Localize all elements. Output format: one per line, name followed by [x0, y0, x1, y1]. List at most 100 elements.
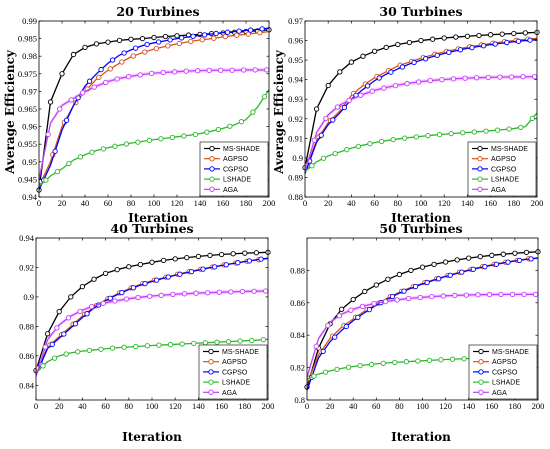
data-point	[137, 72, 143, 78]
data-point	[425, 133, 431, 139]
legend-item: LSHADE	[203, 379, 250, 387]
data-point	[204, 129, 210, 135]
legend-swatch-marker	[477, 186, 483, 192]
x-tick-label: 180	[509, 401, 522, 411]
legend-swatch-marker	[478, 389, 484, 395]
data-point	[258, 256, 264, 262]
y-tick-label: 0.92	[19, 262, 34, 272]
data-point	[376, 75, 382, 81]
data-point	[91, 276, 97, 282]
data-point	[429, 293, 435, 300]
data-point	[320, 348, 326, 355]
legend-label: LSHADE	[491, 177, 519, 184]
data-point	[239, 288, 246, 295]
data-point	[250, 109, 256, 115]
data-point	[439, 77, 445, 83]
x-tick-label: 140	[192, 401, 205, 411]
data-point	[177, 271, 183, 277]
x-tick-label: 100	[415, 198, 428, 208]
data-point	[135, 294, 141, 301]
data-point	[311, 137, 317, 143]
legend-swatch-marker	[478, 369, 484, 375]
data-point	[216, 289, 222, 295]
series-lshade	[35, 337, 269, 373]
x-axis-label: Iteration	[391, 211, 451, 225]
data-point	[403, 359, 409, 365]
data-point	[89, 149, 95, 155]
data-point	[162, 33, 169, 40]
x-tick-label: 120	[169, 401, 182, 411]
data-point	[518, 124, 524, 131]
x-tick-label: 40	[81, 198, 90, 208]
data-point	[505, 259, 511, 265]
legend-swatch-marker	[208, 379, 214, 385]
data-point	[480, 43, 487, 49]
data-point	[68, 294, 74, 300]
legend-swatch-marker	[477, 145, 483, 152]
data-point	[54, 169, 61, 175]
x-tick-label: 60	[101, 401, 110, 411]
series-agpso	[38, 30, 270, 187]
legend-item: AGA	[204, 186, 238, 194]
legend-item: CGPSO	[472, 166, 517, 173]
data-point	[105, 39, 111, 45]
data-point	[511, 30, 517, 37]
data-point	[225, 338, 232, 345]
data-point	[100, 300, 106, 307]
data-point	[509, 291, 516, 298]
legend-item: LSHADE	[204, 176, 251, 184]
y-tick-label: 0.94	[22, 192, 38, 202]
legend-label: MS-SHADE	[492, 349, 529, 356]
data-point	[160, 69, 166, 76]
data-point	[253, 250, 260, 256]
data-point	[325, 82, 331, 89]
y-tick-label: 0.945	[18, 174, 37, 184]
data-point	[485, 74, 491, 81]
x-tick-label: 20	[55, 401, 64, 411]
series-lshade	[304, 112, 538, 173]
data-point	[211, 264, 218, 270]
data-point	[371, 300, 377, 307]
legend-label: CGPSO	[222, 369, 248, 376]
data-point	[77, 308, 83, 314]
data-point	[51, 355, 58, 361]
data-point	[422, 56, 429, 62]
data-point	[504, 39, 510, 46]
x-tick-label: 200	[263, 198, 276, 208]
data-point	[476, 32, 482, 39]
data-point	[359, 303, 366, 310]
data-point	[179, 341, 185, 347]
x-tick-label: 120	[438, 198, 451, 208]
legend-swatch-marker	[478, 348, 484, 355]
data-point	[107, 66, 113, 72]
data-point	[498, 291, 504, 298]
legend-item: AGA	[473, 389, 507, 397]
x-tick-label: 140	[194, 198, 207, 208]
data-point	[464, 33, 471, 39]
data-point	[367, 140, 373, 147]
legend-item: MS-SHADE	[203, 348, 259, 356]
legend-swatch-marker	[477, 176, 483, 182]
data-point	[237, 338, 243, 344]
x-tick-label: 140	[462, 401, 475, 411]
x-tick-label: 200	[532, 401, 545, 411]
y-tick-label: 0.86	[19, 351, 34, 361]
data-point	[401, 288, 407, 294]
data-point	[86, 347, 93, 354]
data-point	[199, 37, 205, 43]
x-tick-label: 80	[395, 401, 404, 411]
data-point	[309, 163, 315, 169]
data-point	[100, 146, 107, 152]
data-point	[206, 67, 212, 74]
data-point	[506, 126, 512, 132]
data-point	[153, 277, 160, 283]
data-point	[165, 43, 171, 49]
data-point	[520, 74, 526, 80]
data-point	[469, 44, 475, 51]
data-point	[462, 75, 468, 81]
data-point	[112, 143, 118, 149]
data-point	[75, 349, 81, 355]
x-tick-label: 80	[127, 198, 136, 208]
data-point	[522, 30, 529, 36]
x-tick-label: 60	[104, 198, 113, 208]
